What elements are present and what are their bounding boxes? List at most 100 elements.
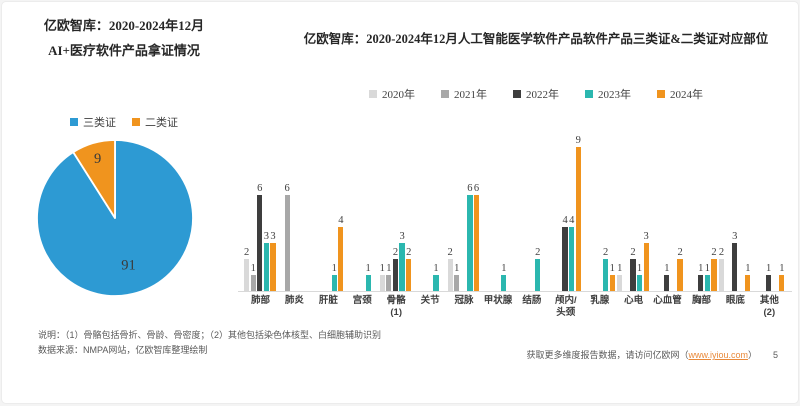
bar-2024年-冠脉	[473, 195, 480, 291]
bar-value-label: 1	[698, 263, 704, 274]
bar-group-甲状腺: 1	[481, 119, 514, 291]
x-axis-label-骨骼1: 骨骼 (1)	[386, 295, 406, 318]
bar-2024年-骨骼1	[406, 259, 412, 291]
bar-2022年-胸部	[698, 275, 704, 291]
bar-value-label: 2	[630, 247, 636, 258]
bar-legend-item-2023: 2023年	[585, 86, 631, 102]
bar-value-label: 1	[501, 263, 507, 274]
bar-value-label: 4	[338, 215, 344, 226]
bar-2023年-乳腺	[603, 259, 609, 291]
bar-value-label: 1	[636, 263, 643, 274]
legend-swatch-2020	[369, 90, 377, 98]
pie-value-label: 9	[94, 151, 101, 167]
iyiou-link[interactable]: www.iyiou.com	[688, 350, 748, 360]
x-axis-label-乳腺: 乳腺	[590, 295, 610, 306]
bar-value-label: 1	[609, 263, 615, 274]
bar-2024年-胸部	[711, 259, 717, 291]
page-number: 5	[772, 349, 778, 360]
legend-swatch-2022	[513, 90, 521, 98]
pie-legend-label: 三类证	[83, 117, 116, 129]
bar-2020年-骨骼1	[379, 275, 385, 291]
bar-value-label: 1	[454, 263, 460, 274]
bar-value-label: 2	[535, 247, 541, 258]
footnotes: 说明：（1）骨骼包括骨折、骨龄、骨密度；（2）其他包括染色体核型、白细胞辅助识别…	[38, 328, 381, 359]
bar-2021年-肺部	[250, 275, 256, 291]
x-axis: 肺部 肺炎 肝脏 宫颈 骨骼 (1) 关节 冠脉 甲状腺 结肠 颅内/ 头颈 乳腺 心电 心血管 胸部 眼底…	[238, 295, 792, 319]
bar-2022年-颅内头颈	[562, 227, 568, 291]
bar-value-label: 2	[602, 247, 609, 258]
pie-title-line2: AI+医疗软件产品拿证情况	[48, 42, 200, 58]
bar-value-label: 6	[284, 183, 290, 194]
bar-2024年-肝脏	[338, 227, 344, 291]
x-axis-label-结肠: 结肠	[522, 295, 542, 306]
pie-legend-item-class2: 二类证	[132, 114, 178, 130]
bar-2020年-心电	[617, 275, 623, 291]
bar-value-label: 2	[718, 247, 725, 258]
pie-chart-title: 亿欧智库：2020-2024年12月 AI+医疗软件产品拿证情况	[18, 14, 230, 63]
bar-value-label: 3	[399, 231, 405, 242]
bar-value-label: 4	[562, 215, 568, 226]
legend-swatch-class3	[70, 118, 78, 126]
bar-value-label: 1	[433, 263, 439, 274]
bar-2024年-心电	[643, 243, 649, 291]
bar-legend-label: 2021年	[454, 89, 487, 101]
bar-legend-label: 2022年	[526, 89, 559, 101]
footnote-line1: 说明：（1）骨骼包括骨折、骨龄、骨密度；（2）其他包括染色体核型、白细胞辅助识别	[38, 330, 382, 340]
bar-2022年-心电	[630, 259, 636, 291]
x-axis-label-冠脉: 冠脉	[454, 295, 474, 306]
bar-2023年-甲状腺	[501, 275, 507, 291]
bar-2023年-胸部	[704, 275, 710, 291]
bar-value-label: 2	[677, 247, 683, 258]
x-axis-label-心血管: 心血管	[653, 295, 682, 306]
legend-swatch-class2	[132, 118, 140, 126]
pie-slice-二类证	[72, 139, 116, 219]
bar-legend-item-2024: 2024年	[657, 86, 703, 102]
legend-swatch-2023	[585, 90, 593, 98]
x-axis-label-肝脏: 肝脏	[318, 295, 338, 306]
bar-2023年-冠脉	[467, 195, 473, 291]
bar-2022年-骨骼1	[392, 259, 399, 291]
bar-2022年-其他2	[766, 275, 772, 291]
bar-2021年-肺炎	[284, 195, 290, 291]
bar-legend-item-2020: 2020年	[369, 86, 415, 102]
bar-value-label: 1	[365, 263, 371, 274]
bar-2023年-结肠	[535, 259, 541, 291]
bar-value-label: 1	[250, 263, 256, 274]
bar-group-宫颈: 1	[346, 119, 379, 291]
legend-swatch-2024	[657, 90, 665, 98]
footer-text-after: ）	[747, 350, 757, 360]
x-axis-label-胸部: 胸部	[691, 295, 711, 306]
bar-value-label: 2	[392, 247, 399, 258]
bar-2021年-骨骼1	[386, 275, 392, 291]
bar-group-结肠: 2	[515, 119, 548, 291]
pie-legend: 三类证 二类证	[18, 114, 230, 130]
bar-value-label: 1	[617, 263, 623, 274]
bar-legend-label: 2024年	[670, 89, 703, 101]
bar-2023年-心电	[636, 275, 643, 291]
x-axis-label-颅内头颈: 颅内/ 头颈	[554, 295, 577, 318]
bar-group-肺炎: 6	[278, 119, 311, 291]
bar-2024年-乳腺	[609, 275, 615, 291]
bar-value-label: 2	[711, 247, 717, 258]
pie-legend-item-class3: 三类证	[70, 114, 116, 130]
bar-2022年-肺部	[257, 195, 263, 291]
bar-2023年-肺部	[263, 243, 269, 291]
bar-value-label: 3	[732, 231, 738, 242]
bar-value-label: 1	[664, 263, 670, 274]
bar-legend-label: 2023年	[598, 89, 631, 101]
bar-value-label: 3	[643, 231, 649, 242]
x-axis-label-其他2: 其他 (2)	[759, 295, 779, 318]
x-axis-label-心电: 心电	[624, 295, 644, 306]
x-axis-label-宫颈: 宫颈	[352, 295, 372, 306]
